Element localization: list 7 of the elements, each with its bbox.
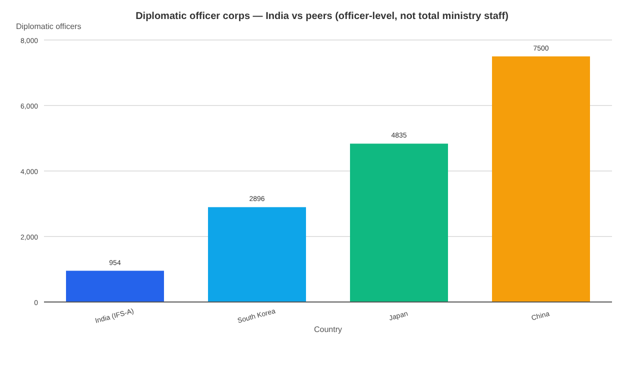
- y-axis-title: Diplomatic officers: [16, 22, 82, 31]
- bar: [492, 56, 590, 302]
- chart-title: Diplomatic officer corps — India vs peers (officer-level, not total ministry staff): [136, 11, 508, 22]
- bar: [350, 144, 448, 302]
- bar: [208, 207, 306, 302]
- bar: [66, 270, 164, 302]
- x-axis-title: Country: [314, 325, 342, 334]
